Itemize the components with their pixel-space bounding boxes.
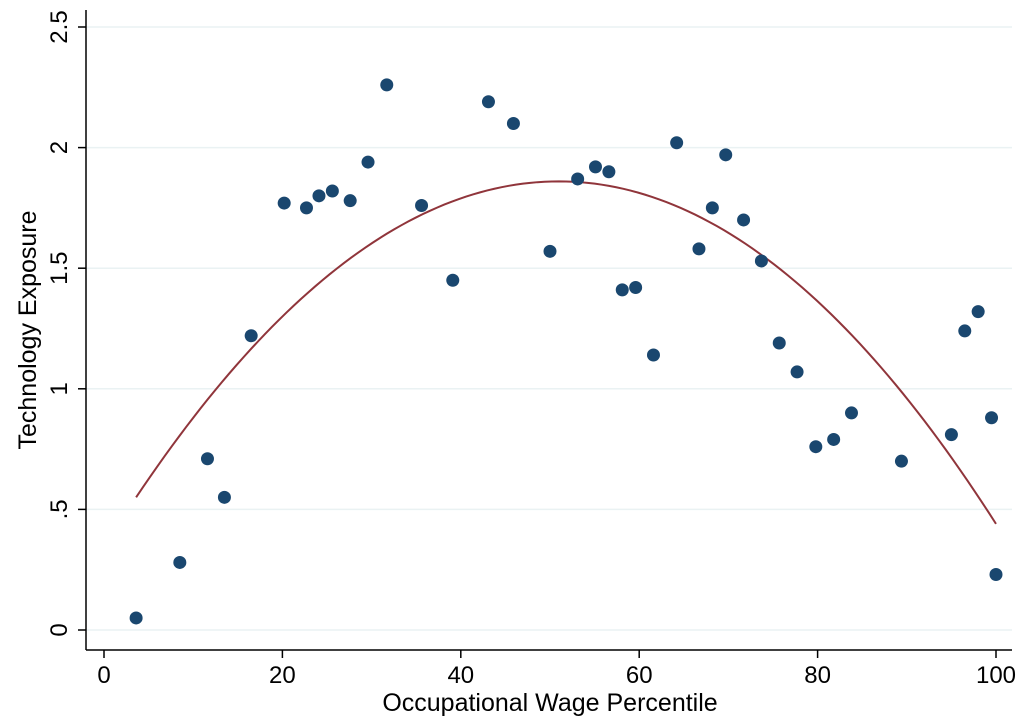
scatter-point-25 [705,201,719,215]
tick-labels: 0 .5 1 1.5 2 2.5 0 20 40 60 80 100 [46,10,1016,689]
scatter-point-3 [217,490,231,504]
scatter-point-30 [790,365,804,379]
scatter-point-21 [629,280,643,294]
scatter-point-28 [754,254,768,268]
scatter-point-0 [129,611,143,625]
scatter-point-17 [571,172,585,186]
scatter-point-39 [989,568,1003,582]
scatter-point-8 [325,184,339,198]
scatter-point-38 [985,411,999,425]
scatter-point-13 [446,273,460,287]
scatter-point-29 [772,336,786,350]
scatter-point-23 [670,136,684,150]
scatter-point-34 [894,454,908,468]
scatter-point-24 [692,242,706,256]
y-tick-label: 2 [46,141,73,154]
scatter-point-12 [415,198,429,212]
scatter-point-16 [543,244,557,258]
scatter-point-37 [971,305,985,319]
scatter-point-9 [343,194,357,208]
y-tick-label: 1.5 [46,252,73,285]
x-tick-label: 0 [97,662,110,689]
x-axis-title: Occupational Wage Percentile [382,689,717,717]
x-tick-label: 60 [626,662,653,689]
data-points [129,78,1003,625]
scatter-point-14 [481,95,495,109]
fit-curve-group [135,180,997,525]
y-axis-title: Technology Exposure [14,210,42,449]
scatter-point-36 [958,324,972,338]
scatter-point-22 [646,348,660,362]
y-tick-label: 0 [46,623,73,636]
grid-lines [86,26,1012,631]
scatter-point-2 [200,452,214,466]
scatter-point-7 [312,189,326,203]
scatter-point-1 [173,555,187,569]
y-tick-label: .5 [46,499,73,519]
scatter-point-6 [299,201,313,215]
scatter-point-33 [844,406,858,420]
scatter-point-35 [944,428,958,442]
x-tick-label: 80 [804,662,831,689]
scatter-point-26 [719,148,733,162]
scatter-point-15 [506,116,520,130]
scatter-point-31 [809,440,823,454]
scatter-point-18 [588,160,602,174]
scatter-point-5 [277,196,291,210]
x-tick-label: 40 [447,662,474,689]
scatter-point-11 [380,78,394,92]
y-tick-label: 2.5 [46,10,73,43]
y-tick-label: 1 [46,382,73,395]
fit-curve [135,180,997,525]
x-tick-label: 20 [269,662,296,689]
scatter-point-19 [602,165,616,179]
scatter-point-20 [615,283,629,297]
axes [78,10,1012,658]
x-tick-label: 100 [976,662,1016,689]
scatter-point-4 [244,329,258,343]
scatter-point-10 [361,155,375,169]
scatter-point-32 [827,432,841,446]
scatter-point-27 [737,213,751,227]
